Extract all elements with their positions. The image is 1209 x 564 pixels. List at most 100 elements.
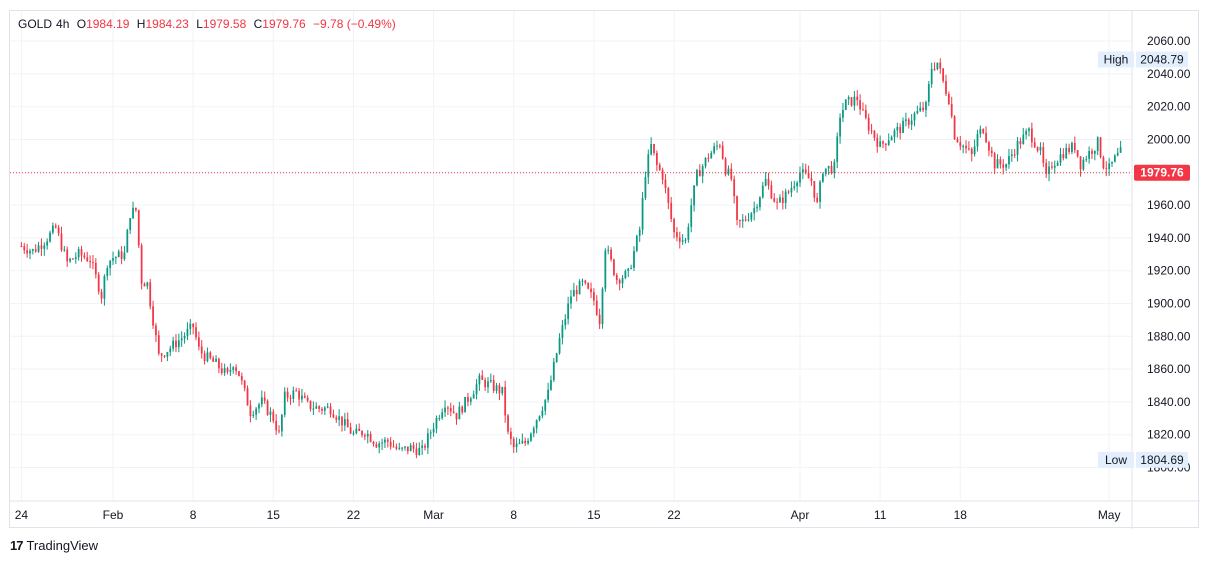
candle-body	[581, 280, 584, 282]
candle-down	[985, 126, 987, 144]
candle-body	[46, 241, 49, 246]
candle-down	[89, 255, 91, 269]
candle-body	[180, 338, 183, 341]
time-tick-label: 11	[874, 508, 887, 522]
high-marker-tag-bg	[1098, 51, 1134, 68]
candle-up	[103, 274, 106, 306]
candle-body	[40, 245, 43, 249]
candle-up	[925, 100, 927, 117]
candle-body	[635, 235, 638, 251]
candle-body	[767, 178, 770, 186]
candle-body	[1010, 154, 1013, 157]
candle-down	[195, 322, 197, 341]
candle-down	[510, 427, 512, 445]
candle-body	[1048, 166, 1050, 174]
candle-body	[727, 168, 730, 175]
candle-up	[338, 409, 341, 427]
last-price-badge	[1134, 164, 1190, 181]
candle-body	[550, 380, 552, 390]
candle-down	[467, 392, 469, 407]
brand-name: TradingView	[26, 538, 99, 553]
candle-up	[49, 230, 51, 243]
candle-up	[976, 129, 979, 152]
candle-body	[510, 431, 512, 439]
candle-down	[386, 437, 389, 448]
candle-down	[787, 189, 790, 195]
candle-up	[398, 442, 401, 451]
candle-body	[229, 370, 232, 372]
candle-up	[489, 373, 492, 383]
candle-body	[49, 232, 51, 242]
candle-body	[20, 246, 23, 248]
candle-body	[630, 267, 632, 269]
candle-up	[570, 290, 572, 309]
candle-down	[455, 412, 458, 425]
candle-body	[34, 249, 37, 252]
chart-frame[interactable]: 1800.001820.001840.001860.001880.001900.…	[9, 10, 1200, 529]
candle-body	[990, 150, 993, 154]
candle-body	[384, 439, 386, 443]
candle-body	[578, 281, 581, 295]
candle-up	[518, 438, 521, 445]
tradingview-brand[interactable]: 17 TradingView	[10, 538, 98, 553]
candle-body	[741, 219, 744, 222]
candle-up	[541, 406, 544, 419]
candle-down	[54, 223, 57, 229]
candle-body	[867, 117, 870, 131]
candle-down	[498, 383, 501, 401]
candle-down	[175, 334, 177, 353]
candle-body	[764, 178, 767, 186]
symbol-name[interactable]: GOLD	[18, 17, 53, 31]
candle-up	[558, 333, 561, 355]
candle-body	[988, 142, 990, 151]
time-tick-label: 24	[15, 508, 29, 522]
candle-body	[260, 397, 263, 405]
candle-down	[953, 115, 956, 140]
time-axis[interactable]: 24 Feb 8 15 22 Mar 8 15 22 Apr 11 18 May	[10, 500, 1200, 522]
candle-body	[570, 296, 572, 304]
candle-down	[143, 282, 146, 287]
candle-up	[1010, 149, 1013, 162]
interval-label[interactable]: 4h	[56, 17, 70, 31]
candle-up	[681, 234, 684, 245]
candle-up	[827, 165, 830, 176]
candle-down	[618, 278, 621, 291]
price-chart[interactable]: 1800.001820.001840.001860.001880.001900.…	[10, 11, 1200, 529]
candle-body	[716, 145, 718, 147]
candle-up	[177, 333, 180, 353]
candle-body	[876, 137, 879, 147]
candle-body	[856, 96, 859, 101]
price-axis[interactable]: 1800.001820.001840.001860.001880.001900.…	[1131, 11, 1191, 529]
candle-down	[575, 285, 578, 302]
candle-up	[910, 114, 913, 130]
candle-up	[836, 132, 839, 169]
candle-down	[733, 175, 736, 204]
candle-down	[272, 409, 275, 424]
candle-up	[74, 252, 77, 264]
candle-up	[432, 422, 435, 437]
price-tick-label: 2060.00	[1147, 34, 1191, 48]
candle-body	[1013, 154, 1016, 156]
candle-body	[86, 257, 89, 262]
candle-down	[286, 387, 289, 402]
candle-body	[215, 358, 217, 362]
candle-up	[567, 296, 570, 325]
candle-down	[449, 402, 452, 417]
candle-down	[72, 258, 74, 260]
candle-body	[112, 258, 114, 261]
candle-up	[114, 256, 117, 264]
candle-down	[670, 197, 673, 223]
candle-up	[106, 265, 109, 281]
candle-down	[590, 282, 592, 299]
price-tick-label: 1940.00	[1147, 231, 1191, 245]
candle-up	[501, 386, 504, 396]
candle-up	[186, 322, 189, 341]
candle-up	[887, 133, 890, 146]
candle-body	[135, 207, 137, 211]
candle-down	[584, 279, 587, 285]
candle-down	[993, 151, 996, 175]
candle-body	[197, 337, 200, 347]
candle-body	[109, 260, 112, 269]
candle-down	[197, 331, 200, 351]
candle-down	[1036, 146, 1039, 153]
